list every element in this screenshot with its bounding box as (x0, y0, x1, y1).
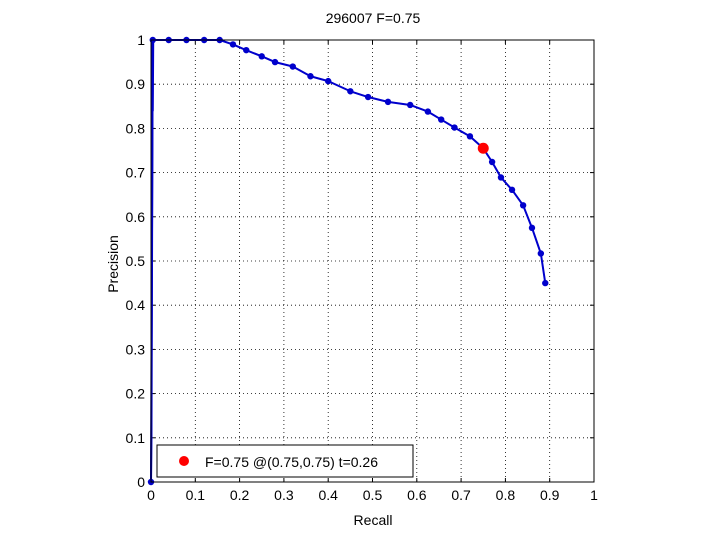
data-point (384, 98, 392, 106)
axes-box (150, 39, 595, 483)
data-point (537, 250, 545, 257)
data-point (325, 77, 332, 85)
data-point (258, 53, 265, 60)
y-tick-label: 0.9 (126, 76, 146, 92)
data-point (424, 108, 432, 115)
data-point (451, 124, 458, 131)
data-point (508, 186, 516, 194)
y-tick-label: 0.4 (126, 297, 146, 313)
data-point (243, 46, 250, 54)
legend-label: F=0.75 @(0.75,0.75) t=0.26 (205, 454, 378, 470)
y-axis-label: Precision (105, 235, 121, 293)
x-tick-label: 0.1 (186, 487, 206, 503)
data-point (229, 41, 237, 48)
data-point (488, 158, 496, 166)
x-tick-label: 0.7 (451, 487, 471, 503)
x-tick-label: 0.2 (230, 487, 250, 503)
x-tick-label: 0.9 (540, 487, 560, 503)
x-tick-label: 0.3 (274, 487, 294, 503)
y-tick-label: 0.1 (126, 430, 146, 446)
x-tick-label: 0.8 (496, 487, 516, 503)
data-point (519, 202, 527, 209)
best-point-layer (477, 142, 489, 154)
y-tick-label: 0.8 (126, 120, 146, 136)
data-point (347, 88, 354, 95)
y-tick-label: 0.3 (126, 341, 146, 357)
chart-title: 296007 F=0.75 (326, 10, 421, 26)
data-point (542, 279, 549, 287)
data-point (307, 73, 314, 80)
x-tick-label: 0 (147, 487, 155, 503)
data-point (528, 224, 536, 232)
data-point (437, 116, 445, 123)
y-tick-label: 0.5 (126, 253, 146, 269)
grid-lines (151, 40, 594, 482)
x-tick-label: 0.6 (407, 487, 427, 503)
data-point (497, 174, 505, 181)
x-tick-label: 1 (590, 487, 598, 503)
legend-marker (179, 456, 189, 466)
data-point (406, 101, 414, 109)
data-point (466, 133, 474, 140)
y-tick-label: 1 (137, 32, 145, 48)
data-point (289, 63, 296, 70)
axis-ticks: 0 0.1 0.2 0.3 0.4 0.5 0.6 0.7 0.8 0.9 1 0 0.1 0.2 0.3 0… (126, 32, 599, 503)
y-tick-label: 0.6 (126, 209, 146, 225)
x-tick-label: 0.4 (318, 487, 338, 503)
legend: F=0.75 @(0.75,0.75) t=0.26 (156, 444, 414, 478)
y-tick-label: 0.2 (126, 386, 146, 402)
data-point (364, 93, 372, 101)
legend-box (156, 444, 414, 478)
x-tick-label: 0.5 (363, 487, 383, 503)
y-tick-label: 0.7 (126, 165, 146, 181)
best-f-point (477, 142, 489, 154)
data-point (271, 58, 279, 66)
x-axis-label: Recall (354, 512, 393, 528)
y-tick-label: 0 (137, 474, 145, 490)
